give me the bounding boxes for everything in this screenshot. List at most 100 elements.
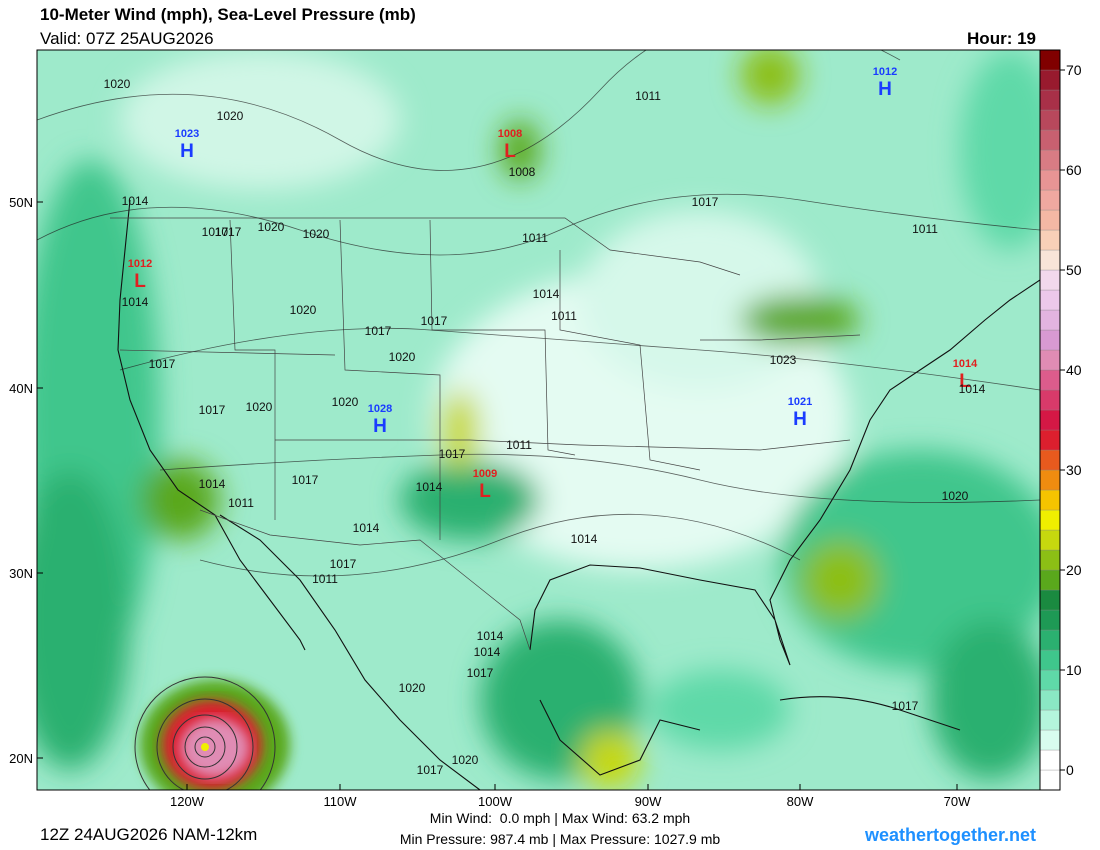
colorbar-band [1039,549,1061,571]
colorbar-band [1039,709,1061,731]
center-symbol: L [479,481,491,502]
colorbar-band [1039,209,1061,231]
isobar-label: 1020 [399,681,426,695]
center-value: 1021 [788,396,812,408]
hurricane [134,676,290,790]
center-value: 1008 [498,128,522,140]
center-value: 1009 [473,468,497,480]
colorbar-band [1039,649,1061,671]
isobar-label: 1020 [217,109,244,123]
site-credit: weathertogether.net [864,825,1036,845]
colorbar-band [1039,609,1061,631]
isobar-label: 1017 [330,557,357,571]
isobar-label: 1011 [912,222,938,236]
isobars [37,50,1040,577]
lon-label: 120W [170,794,205,809]
colorbar-band [1039,369,1061,391]
colorbar-band [1039,569,1061,591]
colorbar-band [1039,629,1061,651]
title: 10-Meter Wind (mph), Sea-Level Pressure … [40,5,416,24]
colorbar-band [1039,89,1061,111]
model-run: 12Z 24AUG2026 NAM-12km [40,825,257,844]
isobar-label: 1014 [533,287,560,301]
colorbar-frame [1039,49,1061,791]
isobar-label: 1014 [416,480,443,494]
center-value: 1012 [128,258,152,270]
isobar-label: 1014 [122,194,149,208]
colorbar-band [1039,169,1061,191]
isobar-label: 1014 [353,521,380,535]
center-value: 1014 [953,358,978,370]
center-symbol: H [373,416,387,437]
colorbar-band [1039,769,1061,791]
center-value: 1012 [873,66,897,78]
colorbar-band [1039,69,1061,91]
isobar-label: 1011 [506,438,532,452]
center-symbol: H [793,409,807,430]
isobar-label: 1014 [122,295,149,309]
borders [110,217,861,651]
lon-label: 70W [944,794,971,809]
colorbar-band [1039,689,1061,711]
colorbar-band [1039,249,1061,271]
lat-label: 30N [9,566,33,581]
colorbar-tick-label: 10 [1066,662,1082,678]
isobar-label: 1011 [522,231,548,245]
colorbar-band [1039,389,1061,411]
isobar-label: 1020 [389,350,416,364]
isobar-label: 1011 [312,572,338,586]
colorbar-band [1039,729,1061,751]
isobar-label: 1020 [942,489,969,503]
center-symbol: H [180,141,194,162]
isobar-label: 1017 [692,195,719,209]
wind-shading [37,50,1040,790]
colorbar-tick-label: 50 [1066,262,1082,278]
isobar-label: 1017 [199,403,226,417]
isobar-label: 1014 [477,629,504,643]
center-symbol: L [134,271,146,292]
colorbar-band [1039,449,1061,471]
isobar-label: 1017 [365,324,392,338]
colorbar-band [1039,469,1061,491]
colorbar-band [1039,749,1061,771]
colorbar-band [1039,309,1061,331]
isobar-label: 1023 [770,353,797,367]
colorbar-band [1039,429,1061,451]
center-value: 1023 [175,128,199,140]
colorbar-band [1039,269,1061,291]
colorbar-band [1039,189,1061,211]
isobar-label: 1020 [258,220,285,234]
isobar-label: 1017 [467,666,494,680]
isobar-label: 1014 [474,645,501,659]
wind-stats: Min Wind: 0.0 mph | Max Wind: 63.2 mph [430,810,690,826]
center-symbol: H [878,79,892,100]
center-symbol: L [504,141,516,162]
colorbar-band [1039,129,1061,151]
isobar-label: 1017 [215,225,242,239]
colorbar-tick-label: 30 [1066,462,1082,478]
isobar-label: 1020 [332,395,359,409]
lat-label: 20N [9,751,33,766]
isobar-label: 1017 [892,699,919,713]
isobar-label: 1014 [199,477,226,491]
colorbar-band [1039,489,1061,511]
center-symbol: L [959,371,971,392]
isobar-label: 1017 [421,314,448,328]
isobar-label: 1020 [104,77,131,91]
colorbar-tick-label: 0 [1066,762,1074,778]
isobar-label: 1017 [417,763,444,777]
colorbar-band [1039,589,1061,611]
colorbar-tick-label: 70 [1066,62,1082,78]
colorbar-band [1039,669,1061,691]
isobar-label: 1020 [290,303,317,317]
lon-label: 100W [478,794,513,809]
colorbar-band [1039,349,1061,371]
colorbar-tick-label: 60 [1066,162,1082,178]
pressure-stats: Min Pressure: 987.4 mb | Max Pressure: 1… [400,831,721,847]
colorbar-band [1039,229,1061,251]
lon-label: 80W [787,794,814,809]
isobar-label: 1017 [202,225,229,239]
isobar-label: 1020 [303,227,330,241]
